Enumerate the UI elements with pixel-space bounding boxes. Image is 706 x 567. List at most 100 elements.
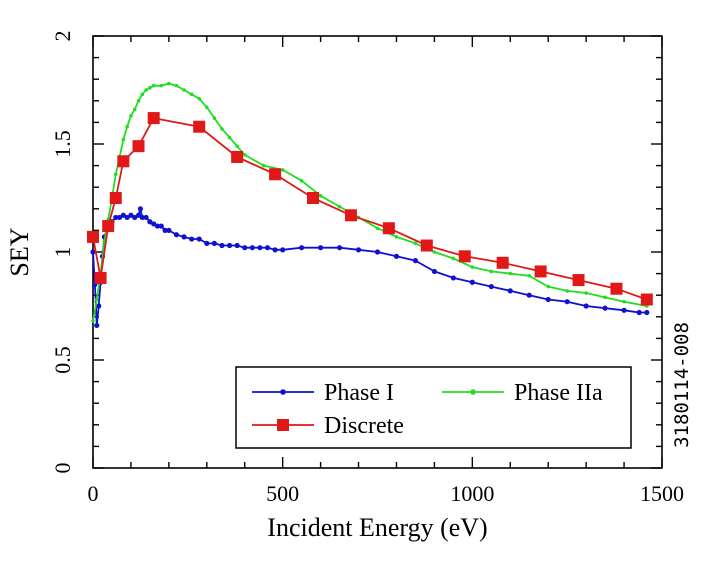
legend-item-phase-iia: Phase IIa: [442, 380, 603, 406]
data-point: [299, 178, 304, 183]
data-point: [234, 242, 240, 249]
data-point: [412, 258, 419, 264]
data-point: [147, 219, 153, 225]
data-point: [249, 245, 255, 251]
data-point: [204, 240, 210, 246]
data-point: [159, 83, 164, 88]
data-point: [94, 271, 107, 284]
legend-marker: [280, 389, 286, 395]
data-point: [413, 241, 418, 246]
data-point: [526, 292, 532, 298]
data-point: [132, 107, 137, 112]
data-point: [91, 319, 95, 323]
y-tick-label: 2: [50, 31, 75, 42]
data-point: [235, 144, 239, 148]
series-line-phase-iia: [92, 82, 647, 322]
data-point: [220, 127, 224, 131]
data-point: [336, 245, 343, 251]
data-point: [527, 273, 532, 278]
data-point: [128, 212, 134, 218]
data-point: [272, 247, 278, 253]
data-point: [546, 284, 550, 289]
series-line-phase-i: [92, 207, 647, 327]
data-point: [196, 236, 202, 242]
data-point: [584, 291, 588, 295]
data-point: [451, 256, 456, 261]
data-point: [147, 112, 160, 125]
data-point: [610, 282, 623, 295]
data-point: [545, 296, 551, 303]
data-point: [205, 105, 209, 110]
data-point: [307, 192, 320, 204]
data-point: [197, 96, 202, 101]
data-point: [102, 220, 115, 233]
data-point: [394, 235, 399, 239]
legend-item-phase-i: Phase I: [252, 380, 394, 406]
data-point: [344, 209, 357, 222]
data-point: [189, 92, 194, 97]
data-point: [602, 305, 608, 311]
data-point: [158, 223, 164, 229]
legend-marker: [277, 419, 289, 431]
data-point: [242, 153, 247, 157]
data-point: [124, 214, 130, 221]
series-phase-i: [90, 206, 650, 329]
data-point: [96, 303, 102, 309]
data-point: [572, 274, 585, 287]
data-point: [431, 268, 437, 275]
data-point: [469, 279, 475, 285]
data-point: [116, 214, 123, 221]
figure-id-label: 3180114-008: [671, 322, 693, 448]
data-point: [182, 88, 186, 92]
data-point: [113, 214, 119, 221]
legend-label: Phase IIa: [514, 380, 603, 406]
data-point: [299, 245, 305, 251]
data-point: [173, 232, 180, 238]
data-point: [374, 249, 381, 255]
legend: Phase I Phase IIa Discrete: [235, 366, 632, 449]
data-point: [470, 265, 475, 269]
data-point: [129, 114, 133, 118]
y-tick-label: 1: [50, 247, 75, 258]
data-point: [621, 307, 627, 313]
data-point: [564, 299, 570, 305]
data-point: [212, 116, 217, 120]
legend-box: [235, 366, 632, 449]
data-point: [488, 283, 494, 290]
data-point: [583, 303, 589, 309]
data-point: [280, 168, 285, 172]
data-point: [318, 245, 324, 251]
legend-marker: [470, 389, 476, 395]
data-point: [140, 92, 145, 97]
data-point: [534, 265, 547, 278]
data-point: [87, 230, 99, 243]
data-point: [120, 212, 126, 218]
data-point: [94, 297, 99, 302]
x-tick-label: 1000: [450, 481, 494, 506]
x-tick-label: 1500: [640, 481, 684, 506]
data-point: [121, 137, 126, 142]
data-point: [496, 256, 509, 269]
data-point: [219, 242, 225, 249]
legend-item-discrete: Discrete: [252, 413, 404, 439]
y-axis-title: SEY: [5, 227, 34, 276]
data-point: [154, 223, 161, 229]
data-point: [382, 222, 395, 235]
data-point: [393, 253, 400, 259]
data-point: [166, 227, 172, 233]
data-point: [231, 150, 244, 163]
x-axis-title: Incident Energy (eV): [267, 513, 487, 542]
data-point: [622, 299, 626, 304]
data-point: [508, 271, 513, 276]
data-point: [337, 204, 342, 209]
data-point: [640, 293, 653, 306]
data-point: [269, 168, 282, 181]
data-point: [94, 322, 100, 329]
data-point: [90, 249, 96, 255]
data-point: [148, 86, 152, 90]
data-point: [355, 247, 362, 253]
data-point: [174, 83, 179, 88]
data-point: [261, 163, 266, 168]
data-point: [227, 135, 232, 140]
data-point: [489, 269, 494, 274]
